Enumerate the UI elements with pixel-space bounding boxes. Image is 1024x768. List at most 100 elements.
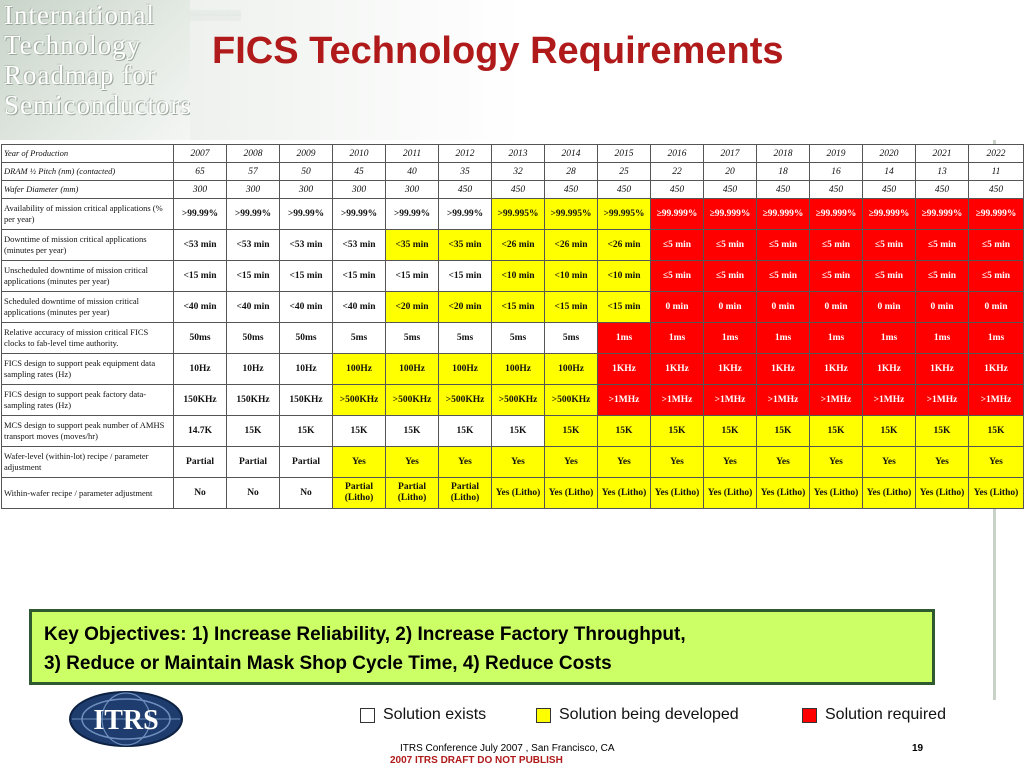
table-cell: <40 min [173,291,227,323]
table-cell: Partial [173,446,227,478]
table-cell: 450 [756,180,810,199]
row-label: DRAM ½ Pitch (nm) (contacted) [1,162,174,181]
legend-item-solution-required: Solution required [802,706,946,724]
watermark-faint-text: ▒▒▒▒▒▒▒▒ [190,10,242,20]
table-cell: 450 [915,180,969,199]
table-cell: <26 min [597,229,651,261]
table-cell: 14 [862,162,916,181]
footer-conference: ITRS Conference July 2007 , San Francisc… [400,743,615,754]
table-cell: 1ms [915,322,969,354]
table-cell: 450 [438,180,492,199]
table-cell: 2012 [438,144,492,163]
key-objectives-box: Key Objectives: 1) Increase Reliability,… [29,609,935,685]
table-cell: >1MHz [756,384,810,416]
table-row: DRAM ½ Pitch (nm) (contacted) 65 57 50 45 40 3… [1,162,1024,181]
table-cell: 13 [915,162,969,181]
table-cell: 300 [173,180,227,199]
table-cell: 450 [544,180,598,199]
table-cell: 450 [968,180,1024,199]
table-cell: 1KHz [650,353,704,385]
table-cell: 300 [332,180,386,199]
table-cell: 0 min [756,291,810,323]
table-cell: Yes [544,446,598,478]
table-cell: 15K [544,415,598,447]
table-cell: 65 [173,162,227,181]
table-cell: Yes (Litho) [597,477,651,509]
table-cell: Yes [862,446,916,478]
table-cell: ≥99.999% [756,198,810,230]
table-cell: Yes [438,446,492,478]
table-cell: ≤5 min [968,260,1024,292]
table-cell: 15K [809,415,863,447]
legend-item-solution-developed: Solution being developed [536,706,739,724]
itrs-watermark-logo: International Technology Roadmap for Sem… [0,0,190,140]
table-cell: Yes [332,446,386,478]
table-cell: 18 [756,162,810,181]
itrs-globe-logo: ITRS [69,691,183,747]
table-cell: Yes [756,446,810,478]
table-cell: <10 min [597,260,651,292]
table-cell: 2021 [915,144,969,163]
table-cell: 2019 [809,144,863,163]
table-cell: 2022 [968,144,1024,163]
table-cell: <53 min [332,229,386,261]
table-cell: 11 [968,162,1024,181]
table-cell: ≤5 min [862,229,916,261]
requirements-table-body: Year of Production 2007 2008 2009 2010 2011 20… [1,144,1024,509]
table-cell: 1ms [756,322,810,354]
table-cell: 300 [279,180,333,199]
table-cell: >99.99% [332,198,386,230]
table-row: Within-wafer recipe / parameter adjustme… [1,477,1024,509]
table-cell: <20 min [438,291,492,323]
table-row: Wafer-level (within-lot) recipe / parame… [1,446,1024,478]
page-number: 19 [912,743,924,754]
table-cell: 2013 [491,144,545,163]
table-cell: ≤5 min [809,260,863,292]
table-row: Year of Production 2007 2008 2009 2010 2011 20… [1,144,1024,163]
table-cell: No [226,477,280,509]
table-cell: 1ms [968,322,1024,354]
table-cell: No [279,477,333,509]
table-cell: 15K [332,415,386,447]
table-row: Wafer Diameter (mm) 300 300 300 300 300 450 450… [1,180,1024,199]
table-cell: 150KHz [226,384,280,416]
table-cell: Partial [279,446,333,478]
table-cell: 35 [438,162,492,181]
table-cell: 1KHz [862,353,916,385]
watermark-line: Roadmap for [4,60,157,90]
table-cell: 1ms [597,322,651,354]
table-cell: 300 [226,180,280,199]
legend-label: Solution required [825,706,946,723]
table-cell: Yes [703,446,757,478]
table-cell: Yes (Litho) [756,477,810,509]
slide-title: FICS Technology Requirements [212,30,784,72]
table-cell: <15 min [332,260,386,292]
table-cell: 22 [650,162,704,181]
table-cell: Partial (Litho) [332,477,386,509]
table-cell: Yes [385,446,439,478]
table-row: FICS design to support peak equipment da… [1,353,1024,385]
table-cell: 15K [862,415,916,447]
row-label: FICS design to support peak factory data… [1,384,174,416]
table-cell: 300 [385,180,439,199]
table-cell: 32 [491,162,545,181]
row-label: Wafer-level (within-lot) recipe / parame… [1,446,174,478]
table-cell: <40 min [226,291,280,323]
row-label: MCS design to support peak number of AMH… [1,415,174,447]
table-cell: >1MHz [703,384,757,416]
table-cell: 100Hz [385,353,439,385]
footer-draft-notice: 2007 ITRS DRAFT DO NOT PUBLISH [390,755,563,766]
table-cell: ≤5 min [862,260,916,292]
table-cell: Yes (Litho) [544,477,598,509]
row-label: Downtime of mission critical application… [1,229,174,261]
table-cell: 150KHz [173,384,227,416]
table-cell: 100Hz [438,353,492,385]
requirements-table: Year of Production 2007 2008 2009 2010 2011 20… [1,144,1024,509]
table-cell: >1MHz [968,384,1024,416]
table-cell: <26 min [491,229,545,261]
table-cell: 50ms [173,322,227,354]
table-cell: Partial (Litho) [385,477,439,509]
table-cell: 10Hz [279,353,333,385]
watermark-line: Semiconductors [4,90,190,120]
table-cell: 450 [703,180,757,199]
